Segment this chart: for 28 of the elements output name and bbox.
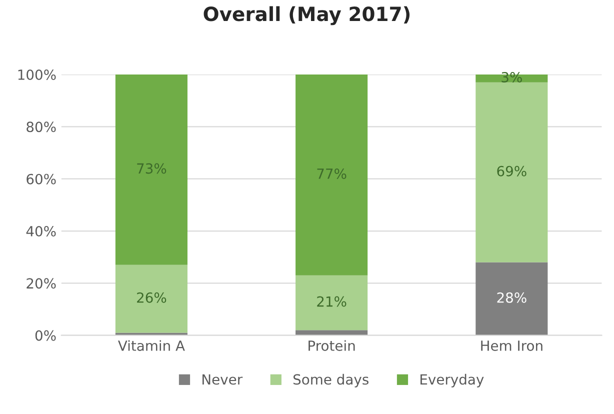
bar [476, 262, 548, 336]
y-tick-label: 0% [35, 330, 56, 341]
bar [115, 264, 188, 333]
y-tick-label: 40% [26, 226, 56, 236]
data-label: 21% [317, 296, 346, 307]
bar [476, 82, 548, 262]
bar [296, 330, 368, 336]
legend-label: Everyday [420, 374, 484, 388]
x-tick-label: Hem Iron [481, 340, 542, 351]
data-label: 26% [137, 292, 166, 303]
legend-label: Some days [293, 374, 368, 388]
data-label: 3% [502, 72, 522, 82]
x-tick-label: Protein [308, 340, 355, 351]
data-label: 73% [137, 163, 166, 174]
x-tick-label: Vitamin A [118, 340, 185, 351]
chart-title: Overall (May 2017) [204, 6, 410, 26]
bar [296, 275, 368, 330]
bar [115, 332, 188, 336]
y-tick-label: 20% [26, 278, 56, 289]
y-tick-label: 100% [18, 69, 56, 80]
bar [296, 74, 368, 276]
data-label: 69% [497, 166, 526, 176]
y-tick-label: 80% [26, 122, 56, 132]
y-tick-label: 60% [26, 174, 56, 184]
bar [115, 74, 188, 265]
data-label: 28% [497, 292, 526, 303]
legend-label: Never [202, 374, 243, 385]
data-label: 77% [317, 168, 346, 179]
